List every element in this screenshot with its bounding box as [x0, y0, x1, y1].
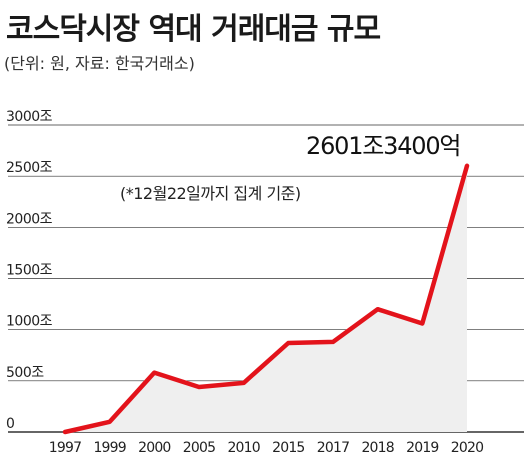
x-tick-label: 2019	[406, 440, 438, 456]
y-tick-label: 3000조	[6, 109, 53, 125]
x-tick-label: 2010	[227, 440, 259, 456]
x-tick-label: 1999	[93, 440, 125, 456]
x-tick-label: 2017	[317, 440, 349, 456]
x-axis-ticks: 1997 1999 2000 2005 2010 2015 2017 2018 2019 2020	[49, 440, 484, 456]
x-tick-label: 2000	[138, 440, 170, 456]
y-tick-label: 2000조	[6, 211, 53, 227]
y-tick-label: 1000조	[6, 314, 53, 330]
callout-label: 2601조3400억	[306, 132, 460, 160]
series-area-fill	[65, 165, 467, 433]
x-tick-label: 2020	[451, 440, 483, 456]
y-axis-ticks: 0 500조 1000조 1500조 2000조 2500조 3000조	[6, 109, 53, 432]
x-tick-label: 2015	[272, 440, 304, 456]
chart-subtitle: (단위: 원, 자료: 한국거래소)	[4, 54, 195, 73]
chart-title: 코스닥시장 역대 거래대금 규모	[6, 12, 381, 47]
x-tick-label: 1997	[49, 440, 81, 456]
y-tick-label: 500조	[6, 365, 44, 381]
x-tick-label: 2005	[183, 440, 215, 456]
y-tick-label: 1500조	[6, 263, 53, 279]
x-tick-label: 2018	[361, 440, 393, 456]
annotation-note: (*12월22일까지 집계 기준)	[120, 184, 301, 203]
y-tick-label: 2500조	[6, 160, 53, 176]
y-tick-label: 0	[6, 416, 14, 432]
series-line	[62, 163, 470, 435]
